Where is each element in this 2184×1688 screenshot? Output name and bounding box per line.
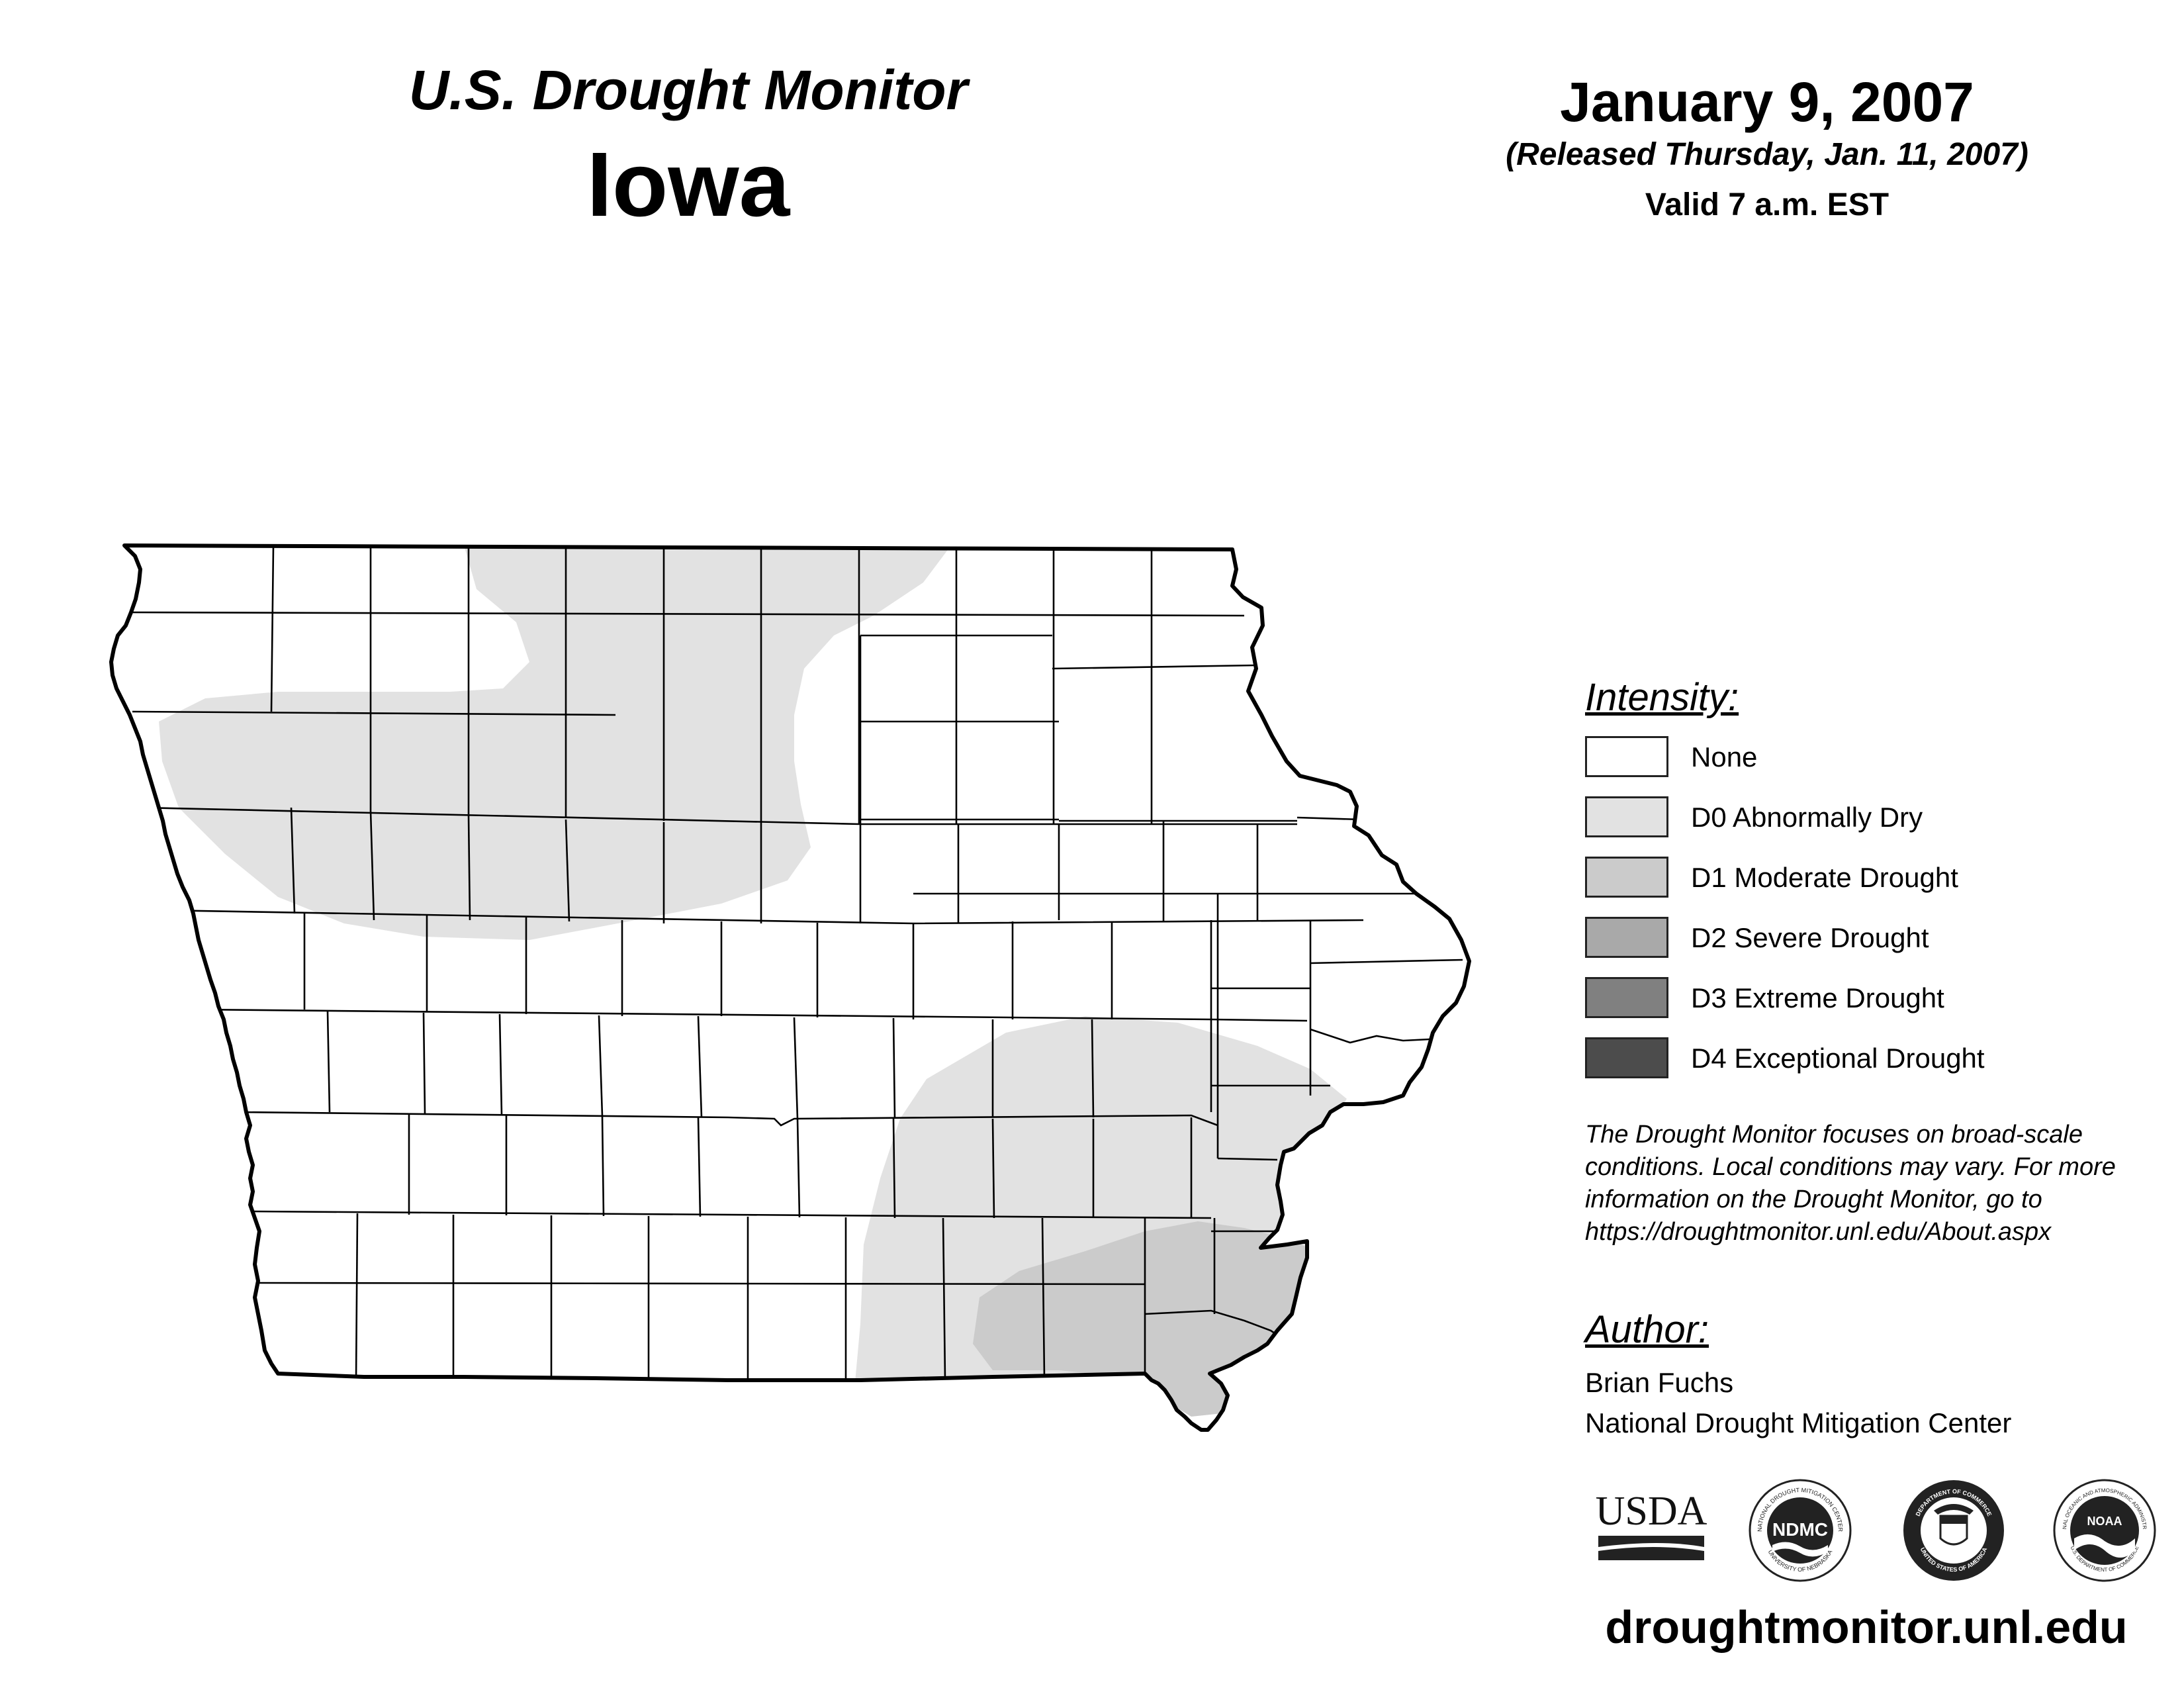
legend-label: D0 Abnormally Dry [1691,802,1923,833]
region-d0-north-central [159,545,953,940]
legend-swatch-d0 [1585,796,1668,837]
legend-label: D2 Severe Drought [1691,922,1929,953]
legend-label: D4 Exceptional Drought [1691,1043,1985,1074]
legend-title: Intensity: [1585,676,1739,719]
ndmc-logo-text: NDMC [1772,1519,1828,1540]
noaa-logo: NATIONAL OCEANIC AND ATMOSPHERIC ADMINIS… [2052,1477,2156,1582]
monitor-title: U.S. Drought Monitor [408,59,968,121]
state-title: Iowa [586,134,790,236]
ndmc-logo: NATIONAL DROUGHT MITIGATION CENTER UNIVE… [1749,1479,1852,1582]
legend-swatch-d2 [1585,917,1668,958]
note-line: The Drought Monitor focuses on broad-sca… [1585,1121,2083,1149]
county-lines [125,545,1463,1381]
author-org: National Drought Mitigation Center [1585,1407,2012,1438]
note-line: information on the Drought Monitor, go t… [1585,1186,2042,1213]
legend-swatch-d1 [1585,857,1668,898]
note-line: conditions. Local conditions may vary. F… [1585,1153,2116,1181]
legend-swatch-d4 [1585,1037,1668,1078]
usda-logo-text: USDA [1596,1489,1707,1534]
about-link[interactable]: https://droughtmonitor.unl.edu/About.asp… [1585,1218,2052,1246]
valid-time: Valid 7 a.m. EST [1645,187,1889,222]
author-name: Brian Fuchs [1585,1367,1734,1398]
legend-swatch-d3 [1585,977,1668,1018]
iowa-state-outline [109,543,1471,1432]
legend-label: None [1691,741,1758,773]
author-title: Author: [1585,1308,1709,1351]
legend-label: D3 Extreme Drought [1691,982,1944,1013]
disclaimer-note: The Drought Monitor focuses on broad-sca… [1585,1119,2116,1248]
map-date: January 9, 2007 [1560,71,1974,133]
footer-url[interactable]: droughtmonitor.unl.edu [1605,1601,2128,1653]
legend-label: D1 Moderate Drought [1691,862,1958,893]
usda-logo: USDA [1596,1489,1707,1560]
legend-swatch-none [1585,736,1668,777]
noaa-logo-text: NOAA [2087,1515,2122,1528]
commerce-seal: DEPARTMENT OF COMMERCE UNITED STATES OF … [1903,1480,2004,1581]
release-date: (Released Thursday, Jan. 11, 2007) [1506,137,2028,172]
